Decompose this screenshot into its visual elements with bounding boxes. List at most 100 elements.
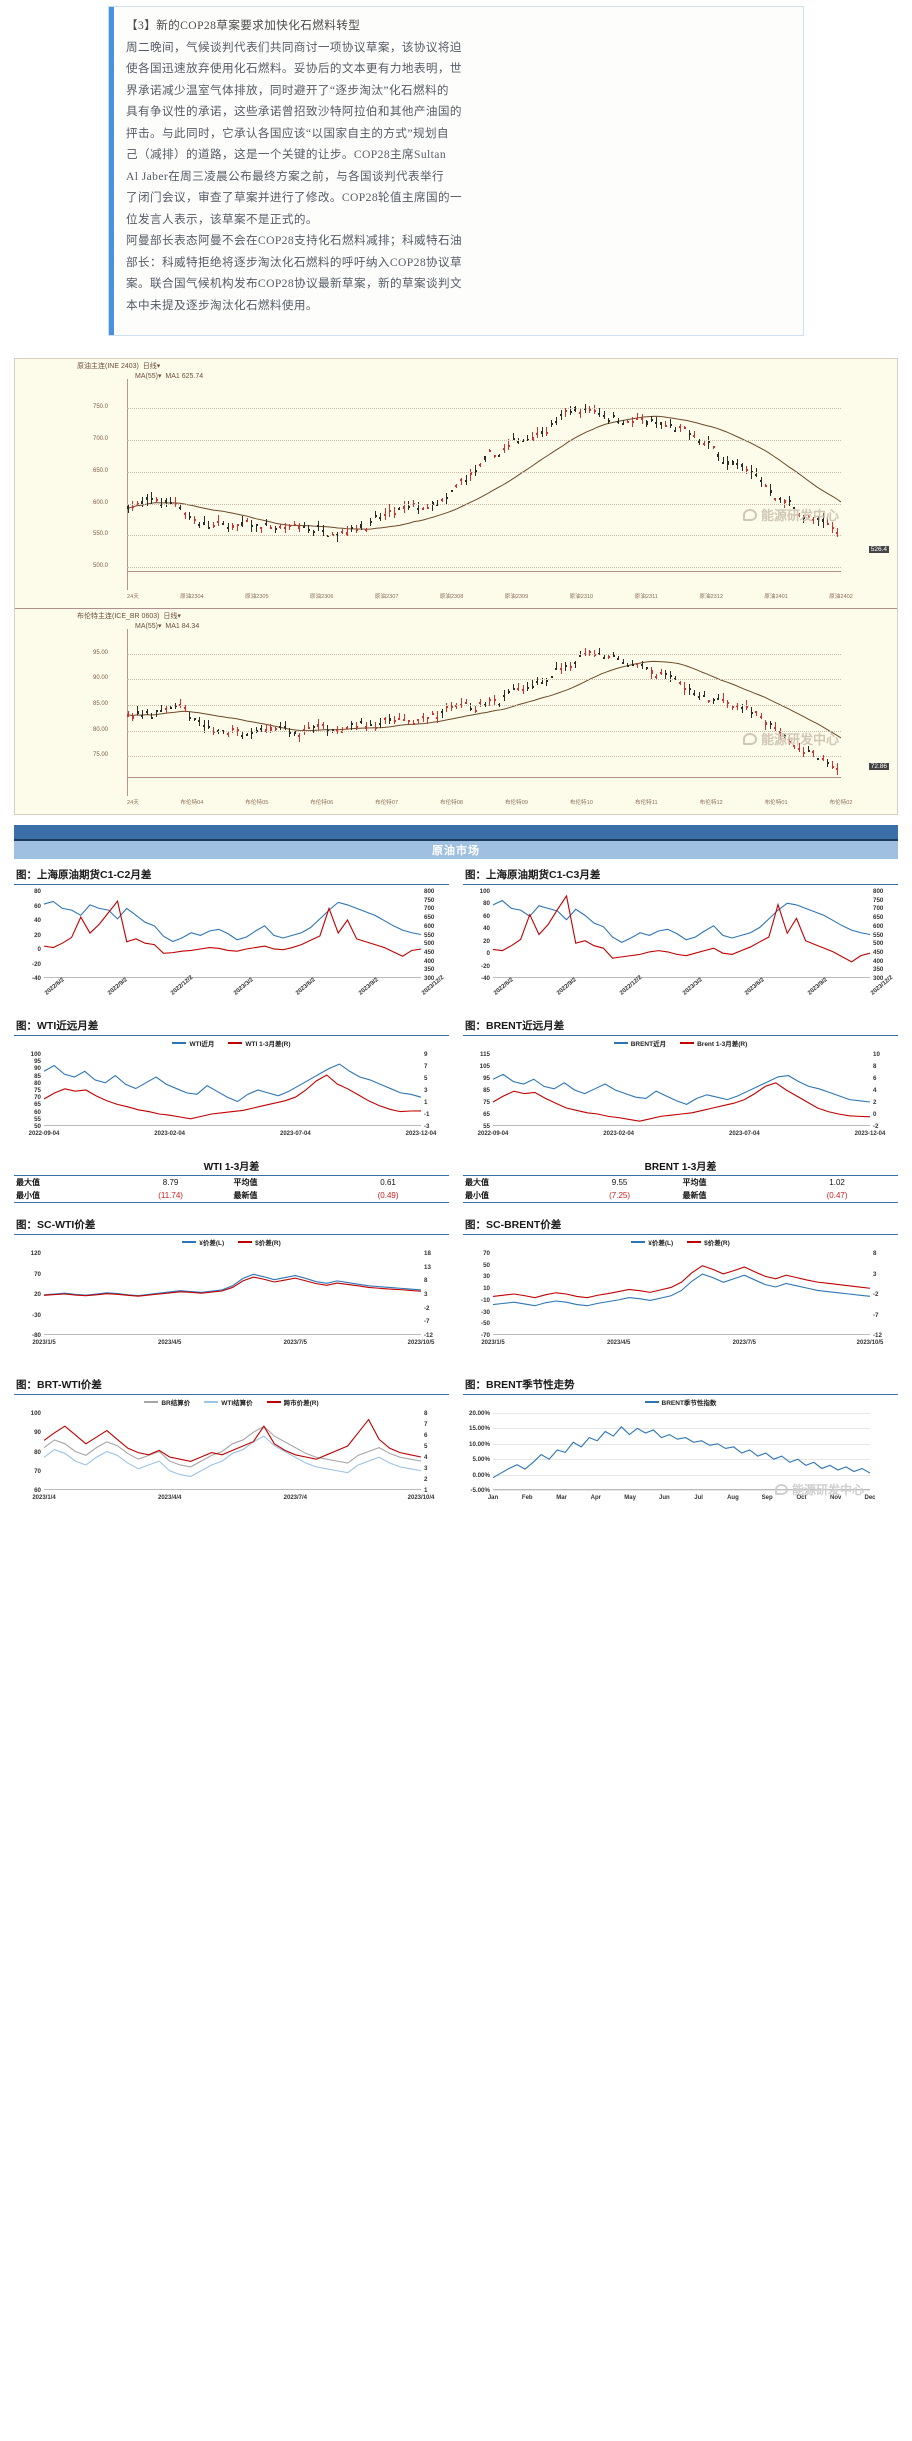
stats-row: 最大值 8.79 平均值 0.61 bbox=[14, 1176, 449, 1189]
news-line: 具有争议性的承诺，这些承诺曾招致沙特阿拉伯和其他产油国的 bbox=[126, 105, 462, 118]
candlestick-panel-brent[interactable]: 布伦特主连(ICE_BR 0603) 日线▾ MA(55)▾ MA1 84.34… bbox=[15, 609, 897, 814]
y-tick-right: 300 bbox=[424, 975, 435, 982]
candle-wick bbox=[713, 698, 714, 705]
gridline bbox=[493, 1413, 870, 1414]
candle-body bbox=[250, 732, 253, 735]
y-tick-left: 20 bbox=[34, 1291, 41, 1298]
chart-sc-wti[interactable]: 120 70 20 -30 -80 18 13 8 3 -2 -7 -12 2023/1/5 2023/4… bbox=[14, 1250, 449, 1361]
y-tick-left: 60 bbox=[34, 1487, 41, 1494]
chart-wti-spread[interactable]: 100 95 90 85 80 75 70 65 60 55 50 9 7 5 3 1 -1 -3 2022-09-… bbox=[14, 1051, 449, 1152]
y-tick-left: 60 bbox=[34, 1108, 41, 1116]
candle-wick bbox=[489, 448, 491, 452]
time-tick: 布伦特07 bbox=[375, 800, 399, 806]
candle-wick bbox=[670, 419, 672, 428]
y-tick-right: 8 bbox=[873, 1250, 877, 1257]
candle-body bbox=[688, 433, 691, 436]
candle-wick bbox=[370, 720, 372, 726]
price-gridline bbox=[127, 503, 841, 505]
candle-body bbox=[779, 731, 782, 735]
candle-wick bbox=[360, 718, 362, 724]
time-tick: 布伦特05 bbox=[245, 800, 269, 806]
y-tick-right: 18 bbox=[424, 1250, 431, 1257]
section-banner-divider bbox=[14, 839, 898, 841]
candle-body bbox=[184, 513, 187, 515]
candle-body bbox=[698, 441, 701, 443]
series-line bbox=[493, 896, 870, 962]
candle-body bbox=[479, 463, 482, 466]
chart-brent-season[interactable]: 20.00% 15.00% 10.00% 5.00% 0.00% -5.00% Jan Feb… bbox=[463, 1410, 898, 1516]
y-tick-left: -5.00% bbox=[470, 1487, 490, 1494]
candle-body bbox=[322, 723, 325, 726]
candle-body bbox=[246, 734, 248, 737]
candle-body bbox=[545, 679, 548, 682]
y-tick-right: 8 bbox=[424, 1410, 428, 1417]
candle-wick bbox=[327, 534, 329, 536]
y-tick-right: 2 bbox=[873, 1099, 877, 1106]
candle-body bbox=[317, 525, 320, 528]
x-axis bbox=[44, 1125, 421, 1126]
period-label-sc[interactable]: 日线 bbox=[142, 363, 157, 370]
stats-table-brent: 最大值 9.55 平均值 1.02 最小值 (7.25) 最新值 (0.47) bbox=[463, 1176, 898, 1203]
candle-body bbox=[774, 727, 777, 730]
chart-title-sc-wti: 图：SC-WTI价差 bbox=[14, 1213, 449, 1235]
series-line bbox=[44, 901, 421, 941]
series-line bbox=[493, 1274, 870, 1306]
candle-wick bbox=[384, 717, 386, 725]
candle-body bbox=[379, 722, 382, 725]
legend-label: $价差(R) bbox=[255, 1240, 281, 1247]
x-tick: 2022/12/2 bbox=[618, 974, 643, 997]
candlestick-ma-brent: MA(55)▾ MA1 84.34 bbox=[135, 623, 200, 630]
period-label-brent[interactable]: 日线 bbox=[163, 613, 178, 620]
x-tick: 2023/10/5 bbox=[407, 1340, 435, 1346]
stats-cell: 平均值 bbox=[682, 1178, 707, 1187]
chart-sc-brent[interactable]: 70 50 30 10 -10 -30 -50 -70 8 3 -2 -7 -12 2023/1/5 202… bbox=[463, 1250, 898, 1361]
y-tick-right: 7 bbox=[424, 1063, 428, 1070]
candlestick-header-brent: 布伦特主连(ICE_BR 0603) 日线▾ bbox=[77, 613, 181, 620]
candle-body bbox=[374, 514, 377, 517]
gridline bbox=[493, 1474, 870, 1476]
candle-body bbox=[231, 524, 234, 528]
y-tick-left: -40 bbox=[481, 975, 490, 982]
candle-body bbox=[755, 711, 758, 714]
x-tick: 2023/6/2 bbox=[295, 976, 318, 997]
time-tick: 布伦特04 bbox=[180, 800, 204, 806]
chart-sh-c1c2[interactable]: 80 60 40 20 0 -20 -40 800 750 700 650 600 550 500 450 4… bbox=[14, 888, 449, 1004]
candle-wick bbox=[570, 406, 572, 415]
candle-body bbox=[207, 527, 210, 529]
y-tick-right: 750 bbox=[424, 896, 435, 904]
candle-wick bbox=[346, 526, 348, 536]
candlestick-panel-sc[interactable]: 原油主连(INE 2403) 日线▾ MA(55)▾ MA1 625.74 75… bbox=[15, 359, 897, 609]
x-tick: Sep bbox=[761, 1495, 773, 1501]
candle-body bbox=[384, 718, 386, 721]
panda-icon bbox=[742, 508, 757, 521]
chart-brent-spread[interactable]: 115 105 95 85 75 65 55 10 8 6 4 2 0 -2 2022-09-04 2023-… bbox=[463, 1051, 898, 1152]
chart-brt-wti[interactable]: 100 90 80 70 60 8 7 6 5 4 3 2 1 2023/1/4 2023/4/4 2023/… bbox=[14, 1410, 449, 1516]
plot-area: 100 80 60 40 20 0 -20 -40 800 750 700 650 600 550 500 4… bbox=[480, 888, 895, 997]
stats-cell: 8.79 bbox=[162, 1178, 179, 1187]
x-tick: 2022-09-04 bbox=[477, 1131, 509, 1137]
legend-item: 跨市价差(R) bbox=[266, 1397, 319, 1407]
candle-body bbox=[555, 667, 558, 670]
candle-wick bbox=[703, 691, 705, 697]
y-tick-right: -2 bbox=[873, 1123, 879, 1130]
candle-body bbox=[274, 727, 277, 730]
candle-body bbox=[422, 715, 425, 719]
candle-body bbox=[355, 528, 358, 531]
price-gridline bbox=[127, 653, 841, 655]
candle-body bbox=[793, 506, 796, 509]
candle-body bbox=[622, 662, 624, 665]
ma-period-brent[interactable]: MA(55) bbox=[135, 623, 158, 630]
candle-body bbox=[650, 670, 653, 674]
candle-body bbox=[655, 421, 658, 425]
candle-body bbox=[265, 523, 267, 526]
chart-row-1: 图：上海原油期货C1-C2月差 80 60 40 20 0 -20 -40 800 750 700… bbox=[14, 863, 898, 1004]
candle-body bbox=[555, 421, 558, 424]
series-line bbox=[493, 1074, 870, 1104]
legend-label: WTI结算价 bbox=[221, 1400, 253, 1407]
chart-sh-c1c3[interactable]: 100 80 60 40 20 0 -20 -40 800 750 700 650 600 550 500 4… bbox=[463, 888, 898, 1004]
time-tick: 24天 bbox=[127, 594, 139, 600]
y-tick-right: 8 bbox=[424, 1277, 428, 1285]
news-line: 本中未提及逐步淘汰化石燃料使用。 bbox=[126, 298, 318, 312]
candle-body bbox=[812, 751, 815, 753]
ma-period-sc[interactable]: MA(55) bbox=[135, 373, 158, 380]
